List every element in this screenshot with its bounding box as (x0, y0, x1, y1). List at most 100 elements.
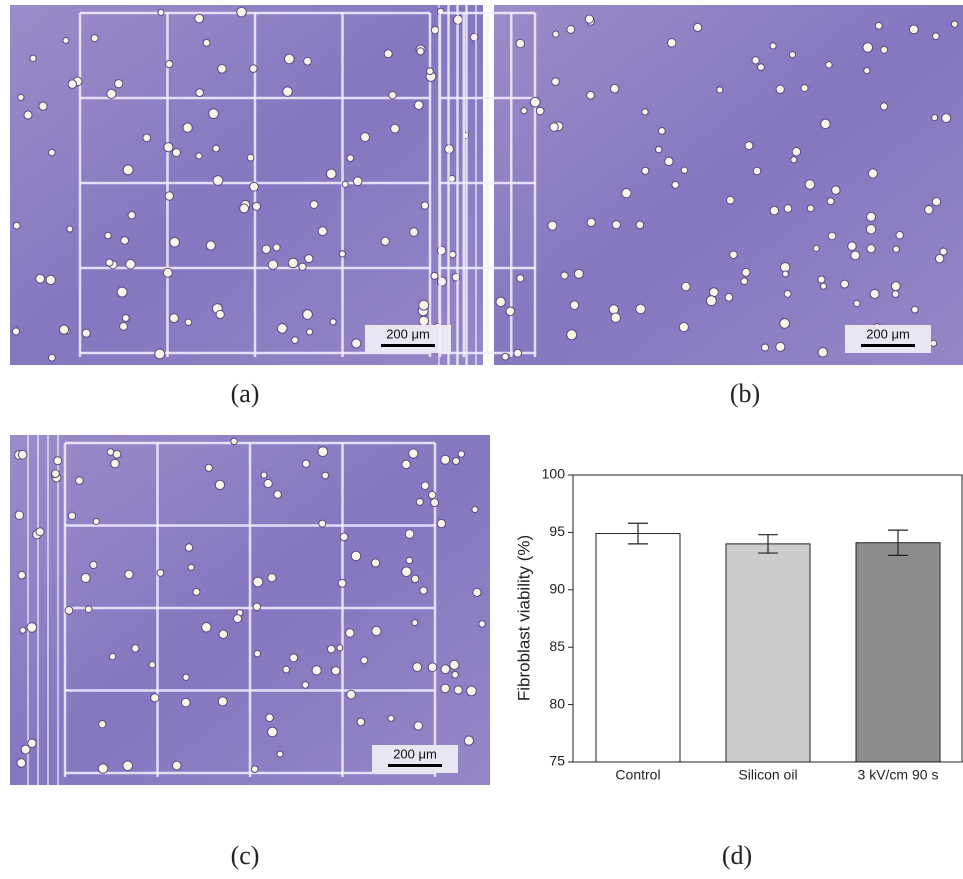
cell (890, 281, 901, 292)
y-tick-label: 85 (549, 638, 565, 654)
cell (169, 313, 179, 324)
cell (282, 86, 293, 97)
cell (29, 54, 37, 62)
cell (610, 312, 621, 324)
cell (122, 760, 134, 772)
scale-bar-box (365, 325, 451, 353)
cell (812, 244, 820, 252)
cell (478, 620, 486, 628)
cell (867, 168, 879, 179)
bar (855, 542, 941, 763)
cell (239, 203, 250, 214)
cell (23, 110, 33, 120)
cell (413, 100, 424, 111)
cell (471, 506, 479, 514)
cell (775, 341, 786, 352)
cell (412, 662, 423, 673)
cell (847, 241, 857, 251)
cell (114, 79, 124, 89)
cell (416, 47, 425, 56)
cell (505, 306, 516, 317)
cell (105, 258, 114, 267)
cell (66, 225, 74, 233)
cell (35, 273, 46, 284)
cell (351, 338, 362, 349)
cell (404, 529, 415, 539)
cell (267, 726, 278, 738)
cell (547, 220, 558, 231)
cell (716, 86, 724, 94)
cell (48, 148, 56, 157)
cell (326, 644, 336, 654)
cell (148, 661, 156, 669)
cell (80, 572, 91, 584)
cell (338, 250, 346, 258)
cell (635, 303, 646, 315)
cell (337, 578, 347, 588)
cell (360, 132, 371, 143)
cell (45, 274, 56, 286)
cell (425, 67, 434, 76)
cell (666, 38, 677, 48)
cell (110, 458, 120, 469)
cell (150, 693, 160, 703)
cell (321, 471, 330, 480)
cell (249, 64, 258, 73)
cell (47, 353, 56, 362)
cell (303, 56, 312, 66)
cell (820, 118, 831, 130)
cell (866, 244, 876, 254)
cell (119, 322, 128, 331)
cell (302, 309, 313, 320)
cell (339, 532, 349, 542)
x-tick-label: Silicon oil (738, 767, 797, 783)
micrograph: 200 μm (10, 5, 483, 365)
cell (419, 586, 428, 595)
cell (212, 175, 224, 186)
cell (804, 179, 816, 190)
cell (680, 166, 689, 174)
cell (566, 329, 578, 341)
cell (157, 8, 165, 16)
panel-label: (b) (730, 379, 760, 408)
cell (654, 145, 663, 154)
cell (171, 148, 181, 158)
cell (892, 245, 900, 253)
cell (106, 88, 117, 99)
cell (273, 490, 282, 499)
error-bar (758, 534, 778, 554)
micrograph: 200 μm (438, 5, 963, 365)
cell (331, 666, 341, 676)
panel-label: (d) (722, 841, 752, 870)
cell (411, 619, 419, 627)
cell (931, 114, 939, 122)
cell (345, 628, 355, 638)
cell (457, 450, 466, 458)
cell (931, 32, 940, 41)
cell (501, 352, 510, 361)
cell (380, 236, 390, 246)
cell (409, 227, 419, 237)
cell (744, 141, 754, 151)
cell (448, 250, 457, 259)
cell (621, 187, 632, 199)
cell (214, 479, 226, 491)
cell (950, 20, 959, 28)
cell (549, 122, 559, 132)
cell (724, 293, 734, 302)
cell (283, 53, 295, 65)
cell (17, 449, 28, 460)
cell (551, 77, 560, 86)
cell (420, 481, 430, 491)
error-bar (888, 529, 908, 556)
cell (17, 93, 25, 102)
cell (252, 576, 264, 588)
cell (413, 721, 424, 731)
plot-frame (572, 474, 963, 763)
cell (941, 113, 952, 124)
cell (212, 144, 220, 153)
cell (418, 299, 430, 311)
cell (371, 625, 382, 637)
cell (301, 681, 310, 689)
cell (356, 717, 366, 727)
